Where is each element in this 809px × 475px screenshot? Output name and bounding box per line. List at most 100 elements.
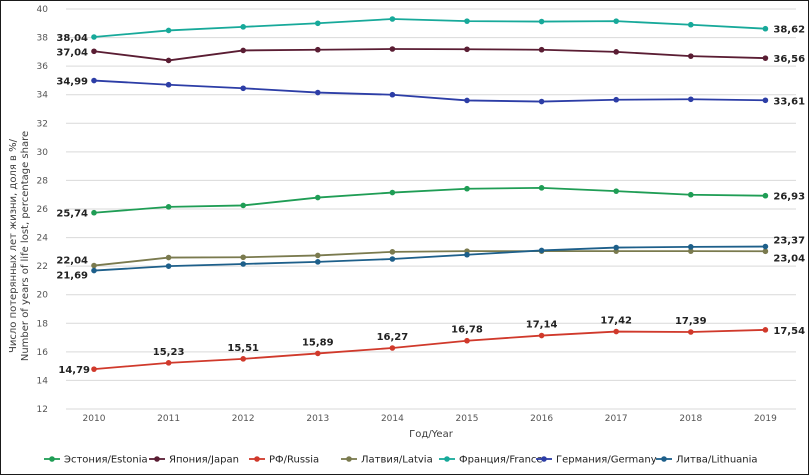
legend-label-lithuania: Литва/Lithuania bbox=[676, 455, 758, 466]
point-france-2015 bbox=[464, 18, 470, 24]
legend: Эстония/Estonia Япония/Japan РФ/Russia Латв… bbox=[44, 455, 758, 466]
legend-marker-latvia bbox=[346, 456, 352, 462]
label-estonia-2010: 25,74 bbox=[56, 209, 88, 220]
point-japan-2019 bbox=[762, 55, 769, 61]
x-axis-title: Год/Year bbox=[409, 429, 454, 440]
point-japan-2010 bbox=[91, 48, 97, 55]
line-lithuania bbox=[93, 245, 766, 272]
legend-marker-lithuania bbox=[661, 456, 667, 462]
label-germany-2010: 34,99 bbox=[56, 77, 88, 88]
y-tick-30: 30 bbox=[37, 148, 49, 158]
x-tick-2015: 2015 bbox=[456, 414, 479, 424]
legend-label-estonia: Эстония/Estonia bbox=[64, 455, 148, 466]
point-france-2014 bbox=[389, 16, 396, 22]
point-latvia-2014 bbox=[389, 249, 396, 255]
y-tick-16: 16 bbox=[37, 348, 49, 358]
point-france-2018 bbox=[688, 21, 694, 28]
x-tick-2012: 2012 bbox=[232, 414, 255, 424]
point-estonia-2011 bbox=[165, 204, 172, 210]
y-tick-22: 22 bbox=[37, 262, 48, 272]
y-tick-14: 14 bbox=[37, 376, 49, 386]
line-japan bbox=[93, 48, 766, 62]
y-tick-36: 36 bbox=[37, 62, 49, 72]
legend-label-japan: Япония/Japan bbox=[169, 455, 239, 466]
legend-marker-estonia bbox=[49, 456, 55, 462]
x-tick-2017: 2017 bbox=[605, 414, 628, 424]
point-france-2012 bbox=[240, 24, 246, 30]
label-latvia-2019: 23,04 bbox=[773, 253, 805, 264]
x-tick-2018: 2018 bbox=[679, 414, 702, 424]
point-russia-2014 bbox=[389, 345, 396, 351]
y-axis-title-line-1: Число потерянных лет жизни, доля в %/ bbox=[8, 138, 19, 353]
point-russia-2019 bbox=[762, 327, 769, 333]
point-lithuania-2011 bbox=[165, 263, 172, 269]
label-germany-2019: 33,61 bbox=[773, 96, 805, 107]
point-lithuania-2014 bbox=[389, 256, 396, 262]
point-lithuania-2013 bbox=[315, 259, 321, 265]
y-tick-28: 28 bbox=[37, 176, 49, 186]
data-labels: 25,74 26,93 37,04 36,56 14,79 15,23 15,51 15,89… bbox=[56, 25, 805, 376]
point-japan-2018 bbox=[688, 53, 694, 59]
point-lithuania-2018 bbox=[688, 244, 694, 250]
legend-marker-france bbox=[444, 456, 450, 462]
point-russia-2017 bbox=[613, 328, 619, 335]
series-lines bbox=[93, 18, 766, 371]
point-latvia-2013 bbox=[315, 252, 321, 259]
x-tick-2013: 2013 bbox=[306, 414, 329, 424]
x-tick-labels: 2010 2011 2012 2013 2014 2015 2016 2017 2018 2019 bbox=[83, 414, 778, 424]
point-latvia-2010 bbox=[91, 262, 97, 269]
point-latvia-2011 bbox=[165, 254, 172, 261]
y-tick-32: 32 bbox=[37, 119, 48, 129]
label-russia-2018: 17,39 bbox=[675, 316, 707, 327]
point-japan-2014 bbox=[389, 46, 396, 52]
point-estonia-2014 bbox=[389, 189, 396, 196]
label-estonia-2019: 26,93 bbox=[773, 192, 805, 203]
x-tick-2010: 2010 bbox=[83, 414, 106, 424]
point-france-2019 bbox=[762, 25, 769, 32]
point-france-2013 bbox=[315, 20, 321, 27]
line-russia bbox=[93, 328, 766, 371]
legend-label-france: Франция/France bbox=[459, 455, 543, 466]
legend-label-russia: РФ/Russia bbox=[269, 455, 319, 466]
y-tick-18: 18 bbox=[37, 319, 49, 329]
point-france-2016 bbox=[538, 18, 545, 25]
point-lithuania-2012 bbox=[240, 261, 246, 267]
y-tick-24: 24 bbox=[37, 234, 49, 244]
series-points bbox=[91, 16, 769, 372]
legend-marker-japan bbox=[154, 456, 160, 462]
point-russia-2013 bbox=[315, 350, 321, 357]
y-tick-12: 12 bbox=[37, 405, 48, 415]
point-estonia-2012 bbox=[240, 202, 246, 209]
label-russia-2017: 17,42 bbox=[600, 316, 632, 327]
label-russia-2010: 14,79 bbox=[58, 365, 90, 376]
point-estonia-2016 bbox=[538, 185, 545, 191]
point-latvia-2018 bbox=[688, 248, 694, 254]
point-germany-2015 bbox=[464, 97, 470, 104]
point-estonia-2019 bbox=[762, 192, 769, 199]
x-tick-2014: 2014 bbox=[381, 414, 404, 424]
line-germany bbox=[93, 79, 766, 103]
legend-label-germany: Германия/Germany bbox=[556, 455, 657, 466]
legend-marker-germany bbox=[541, 456, 547, 462]
point-france-2011 bbox=[165, 27, 172, 34]
point-russia-2012 bbox=[240, 356, 246, 362]
line-france bbox=[93, 18, 766, 38]
x-tick-2019: 2019 bbox=[754, 414, 777, 424]
point-lithuania-2017 bbox=[613, 244, 619, 251]
label-france-2010: 38,04 bbox=[56, 33, 88, 44]
point-latvia-2012 bbox=[240, 254, 246, 261]
point-japan-2011 bbox=[165, 57, 172, 64]
point-japan-2012 bbox=[240, 47, 246, 54]
point-estonia-2015 bbox=[464, 185, 470, 192]
point-estonia-2013 bbox=[315, 194, 321, 201]
point-estonia-2017 bbox=[613, 188, 619, 194]
line-latvia bbox=[93, 250, 766, 267]
point-germany-2017 bbox=[613, 96, 619, 103]
label-japan-2019: 36,56 bbox=[773, 54, 805, 65]
point-russia-2011 bbox=[165, 360, 172, 366]
point-germany-2012 bbox=[240, 85, 246, 92]
label-russia-2011: 15,23 bbox=[153, 347, 185, 358]
point-russia-2010 bbox=[91, 366, 97, 372]
